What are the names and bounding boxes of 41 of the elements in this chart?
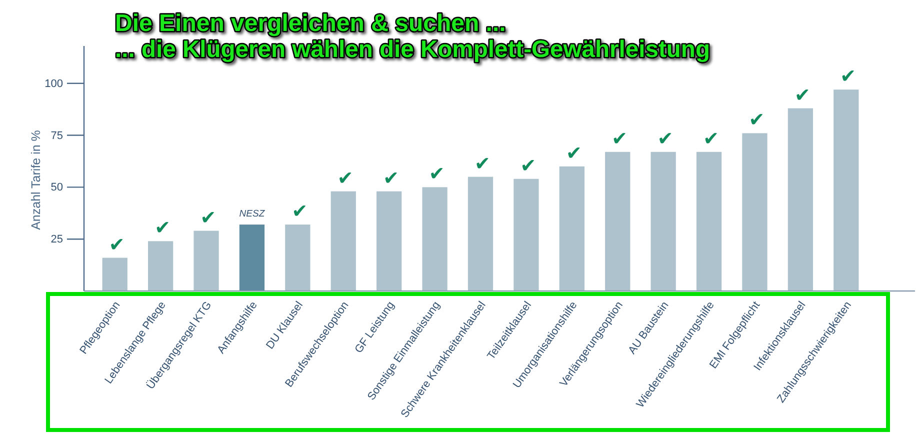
- bar: [194, 230, 219, 291]
- y-tick-label: 25: [50, 234, 63, 246]
- bar: [650, 152, 676, 291]
- data-label: ✔: [612, 128, 628, 150]
- bar: [559, 166, 584, 291]
- data-label: ✔: [383, 167, 400, 190]
- data-label: ✔: [520, 154, 536, 177]
- data-label: ✔: [748, 109, 765, 132]
- data-label: ✔: [794, 84, 810, 106]
- bar: [514, 178, 539, 291]
- bar: [102, 258, 128, 291]
- bar: [330, 191, 356, 291]
- bar: [285, 224, 310, 291]
- data-label: ✔: [566, 142, 582, 164]
- bar: [468, 176, 494, 291]
- bar: [605, 152, 630, 291]
- bar: [834, 90, 859, 291]
- data-label: ✔: [292, 200, 308, 223]
- data-label: ✔: [657, 128, 674, 150]
- bar: [148, 241, 174, 291]
- bar: [742, 133, 768, 291]
- data-label: ✔: [474, 152, 490, 175]
- bar: [788, 108, 814, 291]
- bar: [696, 152, 722, 291]
- annotation: NESZ: [239, 208, 266, 220]
- chart-subtitle: ... die Klügeren wählen die Komplett-Gewährleistung: [115, 36, 710, 63]
- data-label: ✔: [200, 206, 216, 229]
- bar: [422, 187, 448, 291]
- data-label: ✔: [154, 217, 171, 240]
- data-label: ✔: [108, 234, 125, 256]
- data-label: ✔: [840, 66, 856, 88]
- chart-title: Die Einen vergleichen & suchen ...: [115, 10, 506, 37]
- y-tick-label: 75: [50, 130, 63, 142]
- bar: [239, 224, 265, 291]
- data-label: ✔: [703, 128, 719, 150]
- bar: [376, 191, 402, 291]
- y-tick-label: 100: [44, 78, 63, 90]
- y-tick-label: 50: [50, 182, 63, 194]
- data-label: ✔: [337, 167, 354, 190]
- y-axis-title: Anzahl Tarife in %: [29, 130, 43, 230]
- data-label: ✔: [428, 163, 445, 186]
